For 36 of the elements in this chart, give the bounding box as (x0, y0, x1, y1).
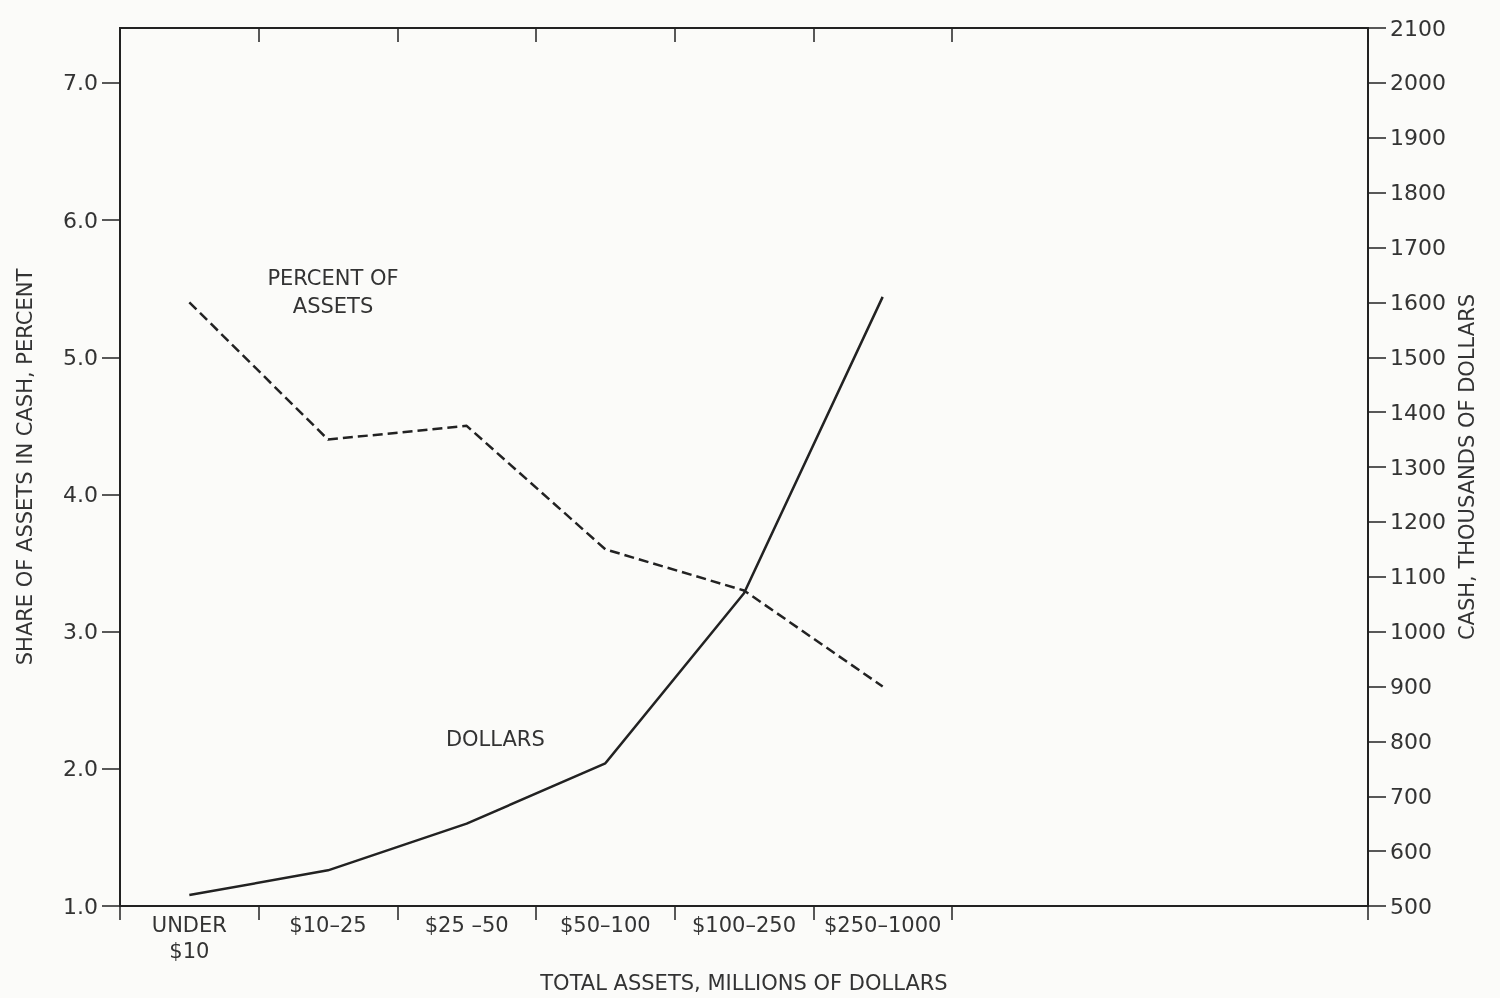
y2-tick-label: 1100 (1390, 564, 1446, 590)
y2-tick-label: 2000 (1390, 70, 1446, 96)
y2-tick-label: 1200 (1390, 509, 1446, 535)
x-tick-label: $25 –50 (424, 913, 509, 937)
y2-tick-label: 1300 (1390, 454, 1446, 480)
y2-tick-label: 700 (1390, 783, 1432, 809)
x-tick-label: $50–100 (560, 913, 651, 937)
text: PERCENT OF ASSETS (267, 265, 399, 318)
y2-tick-label: 500 (1390, 893, 1432, 919)
y2-tick-label: 2100 (1390, 15, 1446, 41)
y-axis-title: SHARE OF ASSETS IN CASH, PERCENT (12, 268, 37, 666)
y2-tick-label: 1500 (1390, 344, 1446, 370)
y-tick-label: 6.0 (63, 207, 98, 233)
y2-tick-label: 800 (1390, 728, 1432, 754)
line-series (188, 295, 884, 897)
y-tick-label: 1.0 (63, 893, 98, 919)
y2-tick-label: 1600 (1390, 289, 1446, 315)
x-tick-label: $10–25 (289, 913, 367, 937)
y-tick-label: 4.0 (63, 481, 98, 507)
y-tick-label: 5.0 (63, 344, 98, 370)
y-tick-label: 7.0 (63, 70, 98, 96)
y-tick-label: 3.0 (63, 619, 98, 645)
series-label: DOLLARS (445, 727, 545, 752)
x-tick-label: $100–250 (691, 913, 797, 937)
y-tick-label: 2.0 (63, 756, 98, 782)
x-tick-label: UNDER $10 (151, 913, 227, 963)
y2-tick-label: 900 (1390, 674, 1432, 699)
y2-tick-label: 1900 (1390, 125, 1446, 151)
x-axis-title: TOTAL ASSETS, MILLIONS OF DOLLARS (539, 970, 948, 995)
y2-tick-label: 1000 (1390, 619, 1446, 645)
y2-tick-label: 600 (1390, 838, 1432, 864)
x-tick-label: $250–1000 (823, 913, 942, 937)
y2-tick-label: 1700 (1390, 235, 1446, 260)
y2-tick-label: 1800 (1390, 180, 1446, 206)
y2-axis-title: CASH, THOUSANDS OF DOLLARS (1455, 293, 1480, 641)
y2-tick-label: 1400 (1390, 399, 1446, 425)
